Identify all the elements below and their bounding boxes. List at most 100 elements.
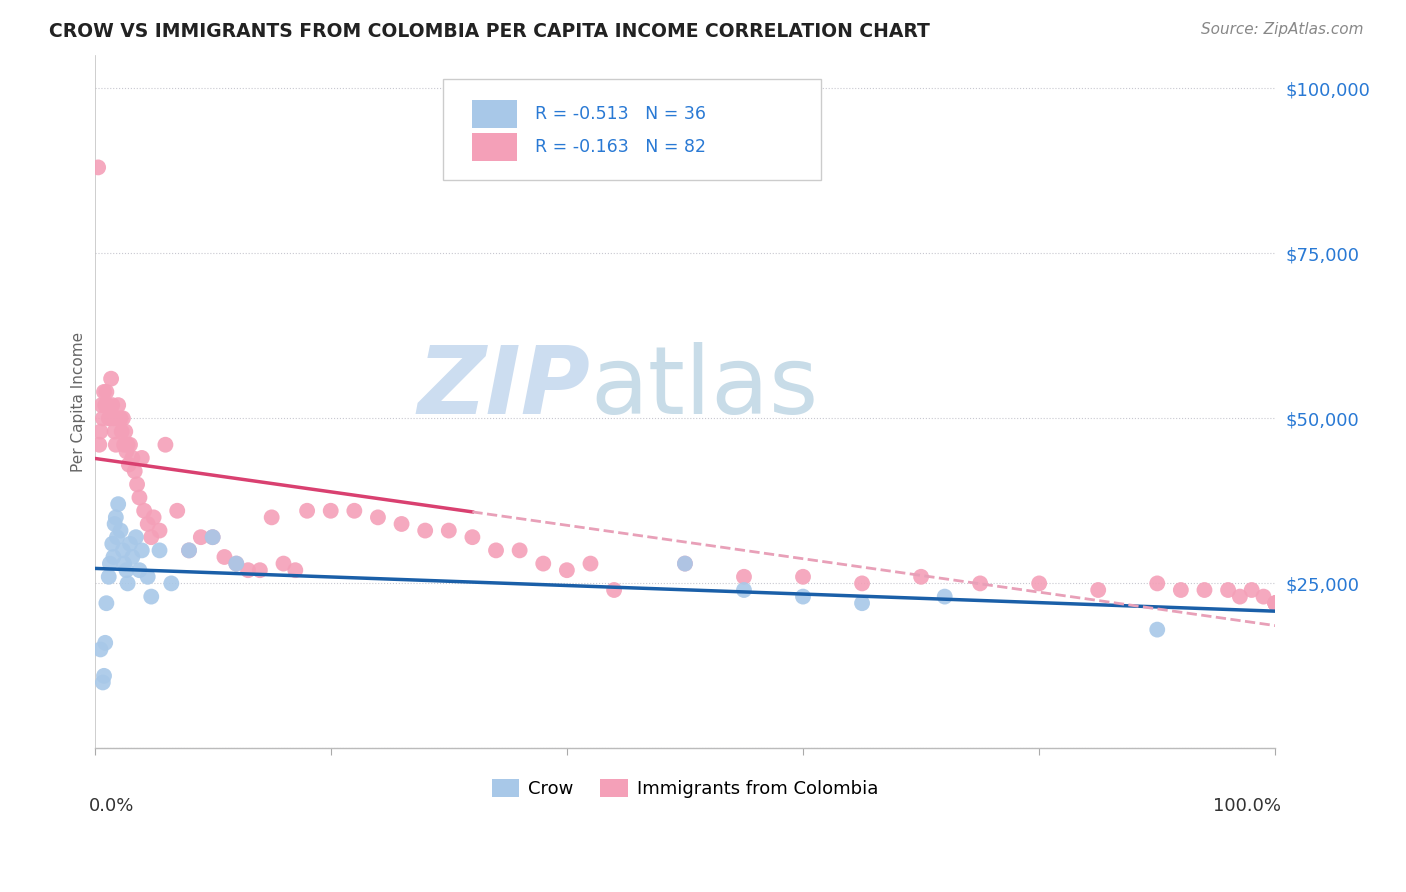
Point: [110, 524, 132, 538]
Text: atlas: atlas: [591, 342, 818, 434]
FancyBboxPatch shape: [472, 100, 517, 128]
Point: [141, 530, 163, 544]
Point: [100, 372, 122, 386]
Point: [1028, 576, 1050, 591]
Point: [190, 530, 212, 544]
Text: 100.0%: 100.0%: [1213, 797, 1281, 815]
Text: Source: ZipAtlas.com: Source: ZipAtlas.com: [1201, 22, 1364, 37]
Point: [87, 161, 110, 175]
Point: [166, 504, 188, 518]
Point: [214, 549, 236, 564]
Point: [104, 510, 127, 524]
Point: [295, 504, 318, 518]
Point: [98, 557, 121, 571]
Point: [103, 549, 125, 564]
Point: [413, 524, 436, 538]
Point: [201, 530, 224, 544]
Point: [148, 524, 170, 538]
Point: [131, 543, 153, 558]
Point: [260, 510, 283, 524]
Point: [673, 557, 696, 571]
Point: [121, 549, 143, 564]
Point: [155, 438, 177, 452]
Point: [1146, 623, 1168, 637]
Point: [236, 563, 259, 577]
Point: [101, 398, 124, 412]
Point: [97, 570, 120, 584]
Point: [367, 510, 389, 524]
Point: [117, 576, 139, 591]
Point: [89, 642, 111, 657]
Point: [733, 582, 755, 597]
Point: [128, 491, 150, 505]
Text: ZIP: ZIP: [418, 342, 591, 434]
Point: [131, 450, 153, 465]
Point: [110, 411, 132, 425]
Point: [579, 557, 602, 571]
Point: [104, 438, 127, 452]
Point: [121, 450, 143, 465]
Point: [160, 576, 183, 591]
Point: [118, 537, 141, 551]
Point: [733, 570, 755, 584]
Point: [111, 543, 134, 558]
Y-axis label: Per Capita Income: Per Capita Income: [72, 332, 86, 472]
Point: [1146, 576, 1168, 591]
Point: [142, 510, 165, 524]
Point: [101, 537, 124, 551]
Point: [792, 590, 814, 604]
Point: [177, 543, 200, 558]
Point: [1087, 582, 1109, 597]
FancyBboxPatch shape: [472, 134, 517, 161]
Point: [111, 425, 134, 439]
Point: [319, 504, 342, 518]
Point: [115, 444, 138, 458]
Point: [93, 384, 115, 399]
Point: [125, 477, 148, 491]
Point: [1264, 596, 1286, 610]
Point: [104, 516, 127, 531]
Point: [555, 563, 578, 577]
Point: [136, 570, 159, 584]
Point: [1264, 596, 1286, 610]
Point: [391, 516, 413, 531]
Text: CROW VS IMMIGRANTS FROM COLOMBIA PER CAPITA INCOME CORRELATION CHART: CROW VS IMMIGRANTS FROM COLOMBIA PER CAP…: [49, 22, 931, 41]
Point: [969, 576, 991, 591]
Point: [96, 384, 118, 399]
Point: [125, 530, 148, 544]
Point: [114, 425, 136, 439]
Point: [134, 504, 156, 518]
Point: [112, 438, 135, 452]
Point: [105, 411, 128, 425]
Point: [112, 557, 135, 571]
Point: [128, 563, 150, 577]
Point: [1240, 582, 1263, 597]
Point: [201, 530, 224, 544]
Text: R = -0.163   N = 82: R = -0.163 N = 82: [536, 138, 706, 156]
Point: [115, 563, 138, 577]
Point: [90, 398, 112, 412]
Point: [485, 543, 508, 558]
Point: [603, 582, 626, 597]
Point: [1264, 596, 1286, 610]
Point: [103, 411, 125, 425]
Text: 0.0%: 0.0%: [89, 797, 134, 815]
Point: [124, 464, 146, 478]
Point: [851, 576, 873, 591]
Point: [1229, 590, 1251, 604]
Point: [148, 543, 170, 558]
Point: [91, 411, 114, 425]
Point: [107, 497, 129, 511]
Point: [89, 438, 111, 452]
Point: [1253, 590, 1275, 604]
Point: [107, 398, 129, 412]
Point: [104, 425, 127, 439]
Point: [249, 563, 271, 577]
Point: [93, 669, 115, 683]
Point: [96, 596, 118, 610]
Point: [177, 543, 200, 558]
Point: [673, 557, 696, 571]
Point: [284, 563, 307, 577]
Point: [89, 425, 111, 439]
Point: [105, 530, 128, 544]
